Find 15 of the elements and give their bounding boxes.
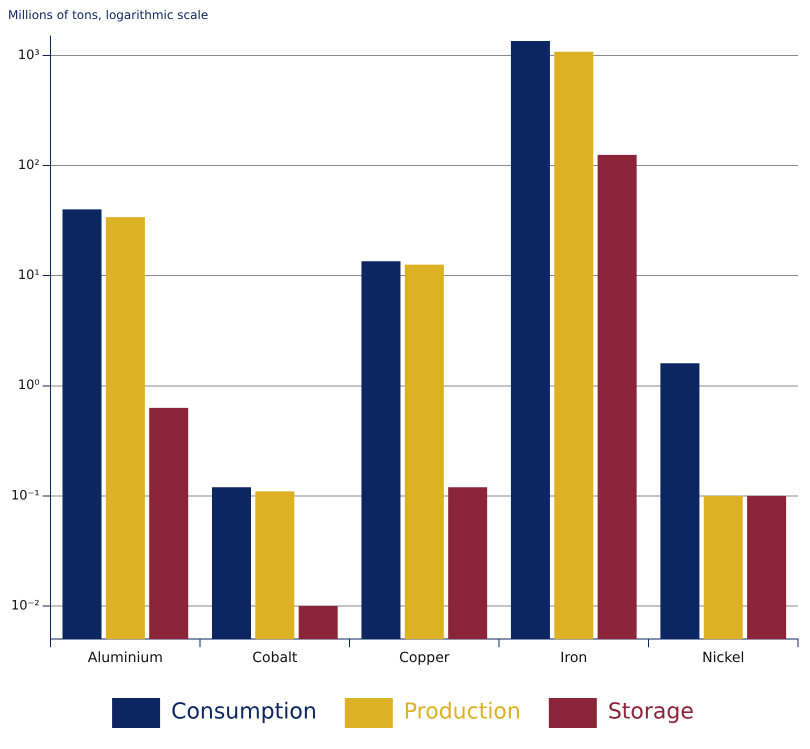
y-axis-title: Millions of tons, logarithmic scale: [8, 8, 210, 24]
y-tick-label: 10¹: [18, 268, 40, 284]
legend-label: Storage: [608, 700, 694, 725]
y-tick-label: 10⁰: [18, 378, 40, 394]
legend-label: Consumption: [171, 700, 317, 725]
x-tick-label: Iron: [560, 650, 588, 666]
y-tick-label: 10³: [18, 48, 40, 63]
y-tick-label: 10⁻¹: [10, 488, 40, 504]
x-tick-label: Nickel: [702, 650, 744, 666]
x-tick-label: Cobalt: [252, 650, 298, 666]
x-tick-label: Copper: [399, 650, 450, 666]
y-tick-label: 10⁻²: [10, 598, 40, 614]
x-tick-label: Aluminium: [88, 650, 163, 666]
y-tick-label: 10²: [18, 158, 40, 173]
legend-label: Production: [404, 700, 521, 725]
